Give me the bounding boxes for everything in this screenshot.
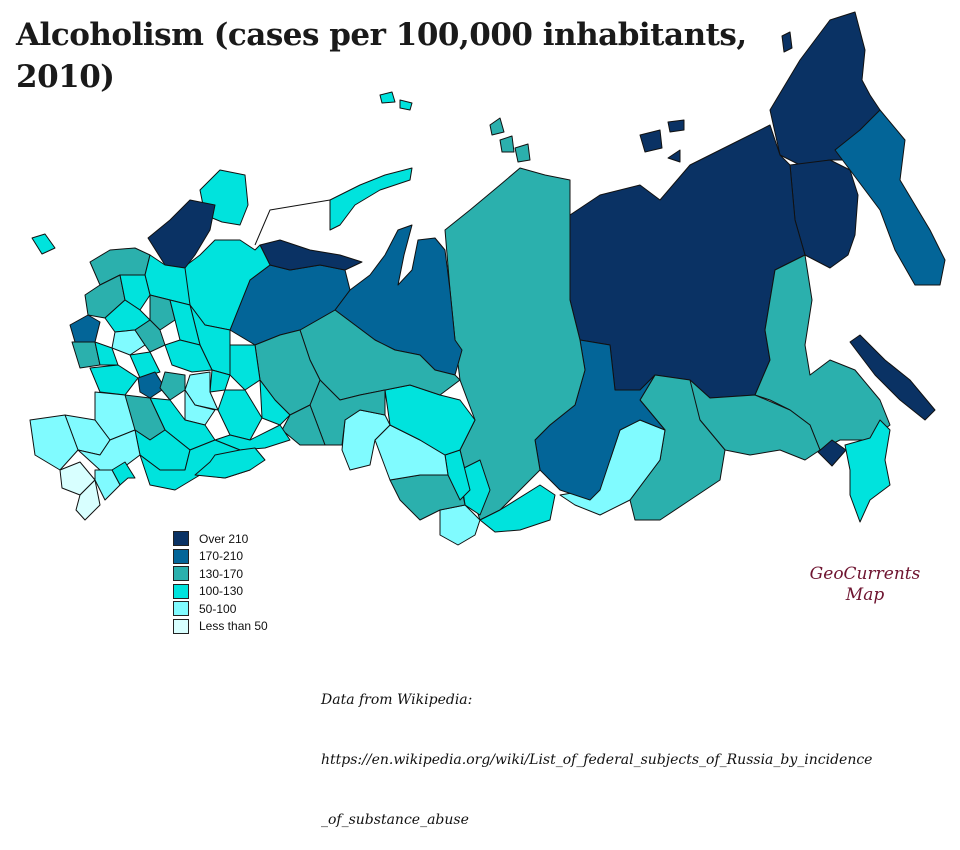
region-sakhalin xyxy=(849,334,936,421)
region-krasnoyarsk xyxy=(444,167,586,521)
legend-item: Less than 50 xyxy=(173,618,268,636)
region-kaliningrad xyxy=(31,233,56,255)
brand-line-2: Map xyxy=(845,585,885,605)
region-astrakhan xyxy=(194,447,266,479)
region-caucasus-2 xyxy=(75,479,101,521)
geocurrents-brand: GeoCurrents Map xyxy=(800,564,930,606)
region-kamchatka xyxy=(834,109,946,286)
legend-swatch xyxy=(173,531,189,547)
region-udmurtia xyxy=(209,369,231,393)
legend-label: 50-100 xyxy=(199,601,237,616)
region-island-2 xyxy=(667,119,685,133)
region-tyumen xyxy=(309,379,386,446)
legend-item: 50-100 xyxy=(173,600,268,618)
region-moscow xyxy=(111,329,146,356)
legend-swatch xyxy=(173,618,189,634)
region-yaroslavl xyxy=(149,294,176,331)
legend-label: 100-130 xyxy=(199,584,244,599)
legend-item: 100-130 xyxy=(173,583,268,601)
region-franz-josef-2 xyxy=(399,99,413,111)
legend-label: 170-210 xyxy=(199,549,244,564)
region-franz-josef xyxy=(379,91,396,104)
russia-choropleth-map xyxy=(29,11,946,546)
region-perm xyxy=(229,344,261,391)
source-url[interactable]: https://en.wikipedia.org/wiki/List_of_fe… xyxy=(321,752,873,768)
legend-item: 170-210 xyxy=(173,548,268,566)
map-title: Alcoholism (cases per 100,000 inhabitant… xyxy=(16,17,747,95)
region-penza xyxy=(159,371,186,401)
region-smolensk xyxy=(69,314,101,343)
region-chelyabinsk xyxy=(259,379,291,426)
legend-swatch xyxy=(173,601,189,617)
source-line-1: Data from Wikipedia: xyxy=(321,692,473,708)
region-severnaya-zemlya-2 xyxy=(514,143,531,163)
region-novaya-zemlya xyxy=(329,167,413,231)
legend-item: 130-170 xyxy=(173,565,268,583)
source-note: Data from Wikipedia: https://en.wikipedi… xyxy=(321,650,872,850)
region-tuva xyxy=(479,484,556,533)
region-new-siberian-islands xyxy=(639,129,663,153)
region-bashkortostan xyxy=(217,389,263,441)
legend-swatch xyxy=(173,548,189,564)
brand-line-1: GeoCurrents xyxy=(809,564,921,584)
region-taymyr-islands xyxy=(489,117,505,136)
legend-label: Over 210 xyxy=(199,531,249,546)
region-wrangel-island xyxy=(781,31,793,53)
region-kurgan xyxy=(281,404,326,446)
region-ryazan xyxy=(129,351,161,379)
region-caucasus-3 xyxy=(94,469,121,501)
region-orel xyxy=(89,364,139,396)
region-severnaya-zemlya xyxy=(499,135,515,153)
legend-swatch xyxy=(173,583,189,599)
source-url-continued[interactable]: _of_substance_abuse xyxy=(321,812,469,828)
region-nenets xyxy=(259,239,363,271)
region-samara xyxy=(184,389,216,426)
map-leader-line xyxy=(254,199,331,246)
region-primorye xyxy=(844,419,891,523)
region-krasnodar xyxy=(29,414,79,471)
region-tula xyxy=(137,371,166,399)
map-legend: Over 210 170-210 130-170 100-130 50-100 … xyxy=(173,530,268,635)
legend-label: 130-170 xyxy=(199,566,244,581)
legend-swatch xyxy=(173,566,189,582)
legend-label: Less than 50 xyxy=(199,619,268,634)
region-island-3 xyxy=(667,149,681,163)
legend-item: Over 210 xyxy=(173,530,268,548)
